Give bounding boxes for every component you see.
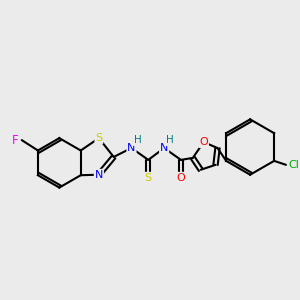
Text: N: N bbox=[160, 143, 168, 153]
Text: N: N bbox=[127, 143, 136, 153]
Text: O: O bbox=[199, 137, 208, 147]
Text: O: O bbox=[177, 173, 185, 183]
Text: S: S bbox=[145, 173, 152, 183]
Text: F: F bbox=[12, 134, 19, 147]
Text: H: H bbox=[166, 135, 174, 145]
Text: H: H bbox=[134, 135, 141, 145]
Text: S: S bbox=[95, 133, 102, 143]
Text: N: N bbox=[95, 170, 103, 180]
Text: Cl: Cl bbox=[288, 160, 299, 170]
